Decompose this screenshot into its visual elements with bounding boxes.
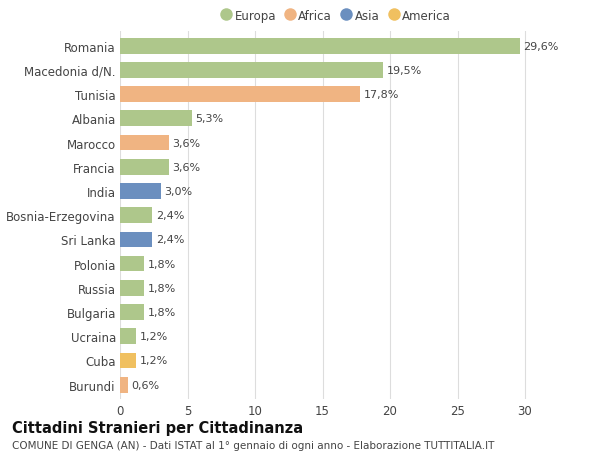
- Bar: [120, 160, 169, 175]
- Text: 1,8%: 1,8%: [148, 308, 176, 317]
- Text: 3,6%: 3,6%: [172, 162, 200, 173]
- Text: 1,2%: 1,2%: [140, 331, 168, 341]
- Text: 19,5%: 19,5%: [386, 66, 422, 76]
- Bar: [120, 304, 145, 320]
- Bar: [120, 63, 383, 78]
- Text: 2,4%: 2,4%: [156, 211, 184, 221]
- Bar: [120, 280, 145, 296]
- Bar: [120, 377, 128, 393]
- Bar: [120, 39, 520, 55]
- Legend: Europa, Africa, Asia, America: Europa, Africa, Asia, America: [221, 10, 451, 22]
- Bar: [120, 135, 169, 151]
- Text: 3,0%: 3,0%: [164, 186, 192, 196]
- Bar: [120, 329, 136, 344]
- Text: 29,6%: 29,6%: [523, 42, 559, 51]
- Bar: [120, 184, 161, 199]
- Text: Cittadini Stranieri per Cittadinanza: Cittadini Stranieri per Cittadinanza: [12, 420, 303, 435]
- Text: 1,2%: 1,2%: [140, 356, 168, 366]
- Text: 1,8%: 1,8%: [148, 259, 176, 269]
- Bar: [120, 256, 145, 272]
- Text: 3,6%: 3,6%: [172, 138, 200, 148]
- Bar: [120, 353, 136, 369]
- Text: COMUNE DI GENGA (AN) - Dati ISTAT al 1° gennaio di ogni anno - Elaborazione TUTT: COMUNE DI GENGA (AN) - Dati ISTAT al 1° …: [12, 440, 494, 450]
- Bar: [120, 232, 152, 248]
- Bar: [120, 87, 360, 103]
- Text: 0,6%: 0,6%: [131, 380, 160, 390]
- Bar: [120, 111, 191, 127]
- Text: 5,3%: 5,3%: [195, 114, 223, 124]
- Bar: [120, 208, 152, 224]
- Text: 1,8%: 1,8%: [148, 283, 176, 293]
- Text: 2,4%: 2,4%: [156, 235, 184, 245]
- Text: 17,8%: 17,8%: [364, 90, 399, 100]
